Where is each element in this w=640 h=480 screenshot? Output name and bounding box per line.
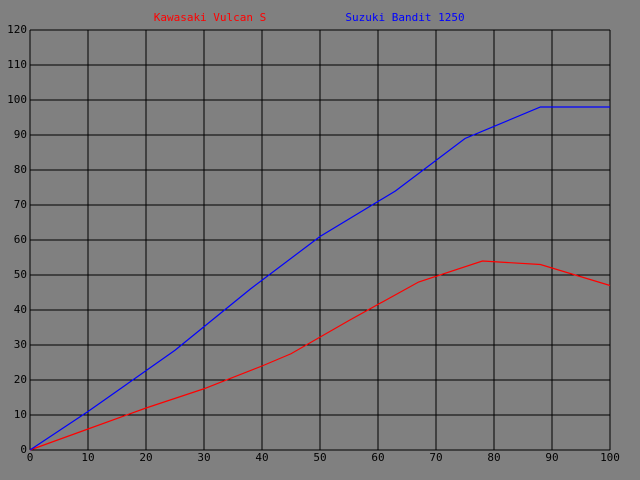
y-tick-label: 80 [14, 163, 27, 176]
y-tick-label: 0 [20, 443, 27, 456]
x-tick-label: 70 [429, 451, 442, 464]
x-tick-label: 30 [197, 451, 210, 464]
x-tick-label: 50 [313, 451, 326, 464]
x-tick-label: 0 [27, 451, 34, 464]
y-tick-label: 50 [14, 268, 27, 281]
y-tick-label: 90 [14, 128, 27, 141]
legend-entry: Suzuki Bandit 1250 [345, 11, 464, 24]
y-tick-label: 40 [14, 303, 27, 316]
y-tick-label: 30 [14, 338, 27, 351]
x-tick-label: 40 [255, 451, 268, 464]
y-tick-label: 20 [14, 373, 27, 386]
series-line [29, 260, 611, 451]
y-tick-label: 100 [7, 93, 27, 106]
y-tick-label: 110 [7, 58, 27, 71]
x-tick-label: 80 [487, 451, 500, 464]
y-tick-label: 70 [14, 198, 27, 211]
y-tick-label: 10 [14, 408, 27, 421]
legend-entry: Kawasaki Vulcan S [154, 11, 267, 24]
y-tick-label: 60 [14, 233, 27, 246]
y-tick-label: 120 [7, 23, 27, 36]
x-tick-label: 10 [81, 451, 94, 464]
x-tick-label: 20 [139, 451, 152, 464]
x-tick-label: 90 [545, 451, 558, 464]
series-line [29, 106, 610, 451]
x-tick-label: 100 [600, 451, 620, 464]
x-tick-label: 60 [371, 451, 384, 464]
